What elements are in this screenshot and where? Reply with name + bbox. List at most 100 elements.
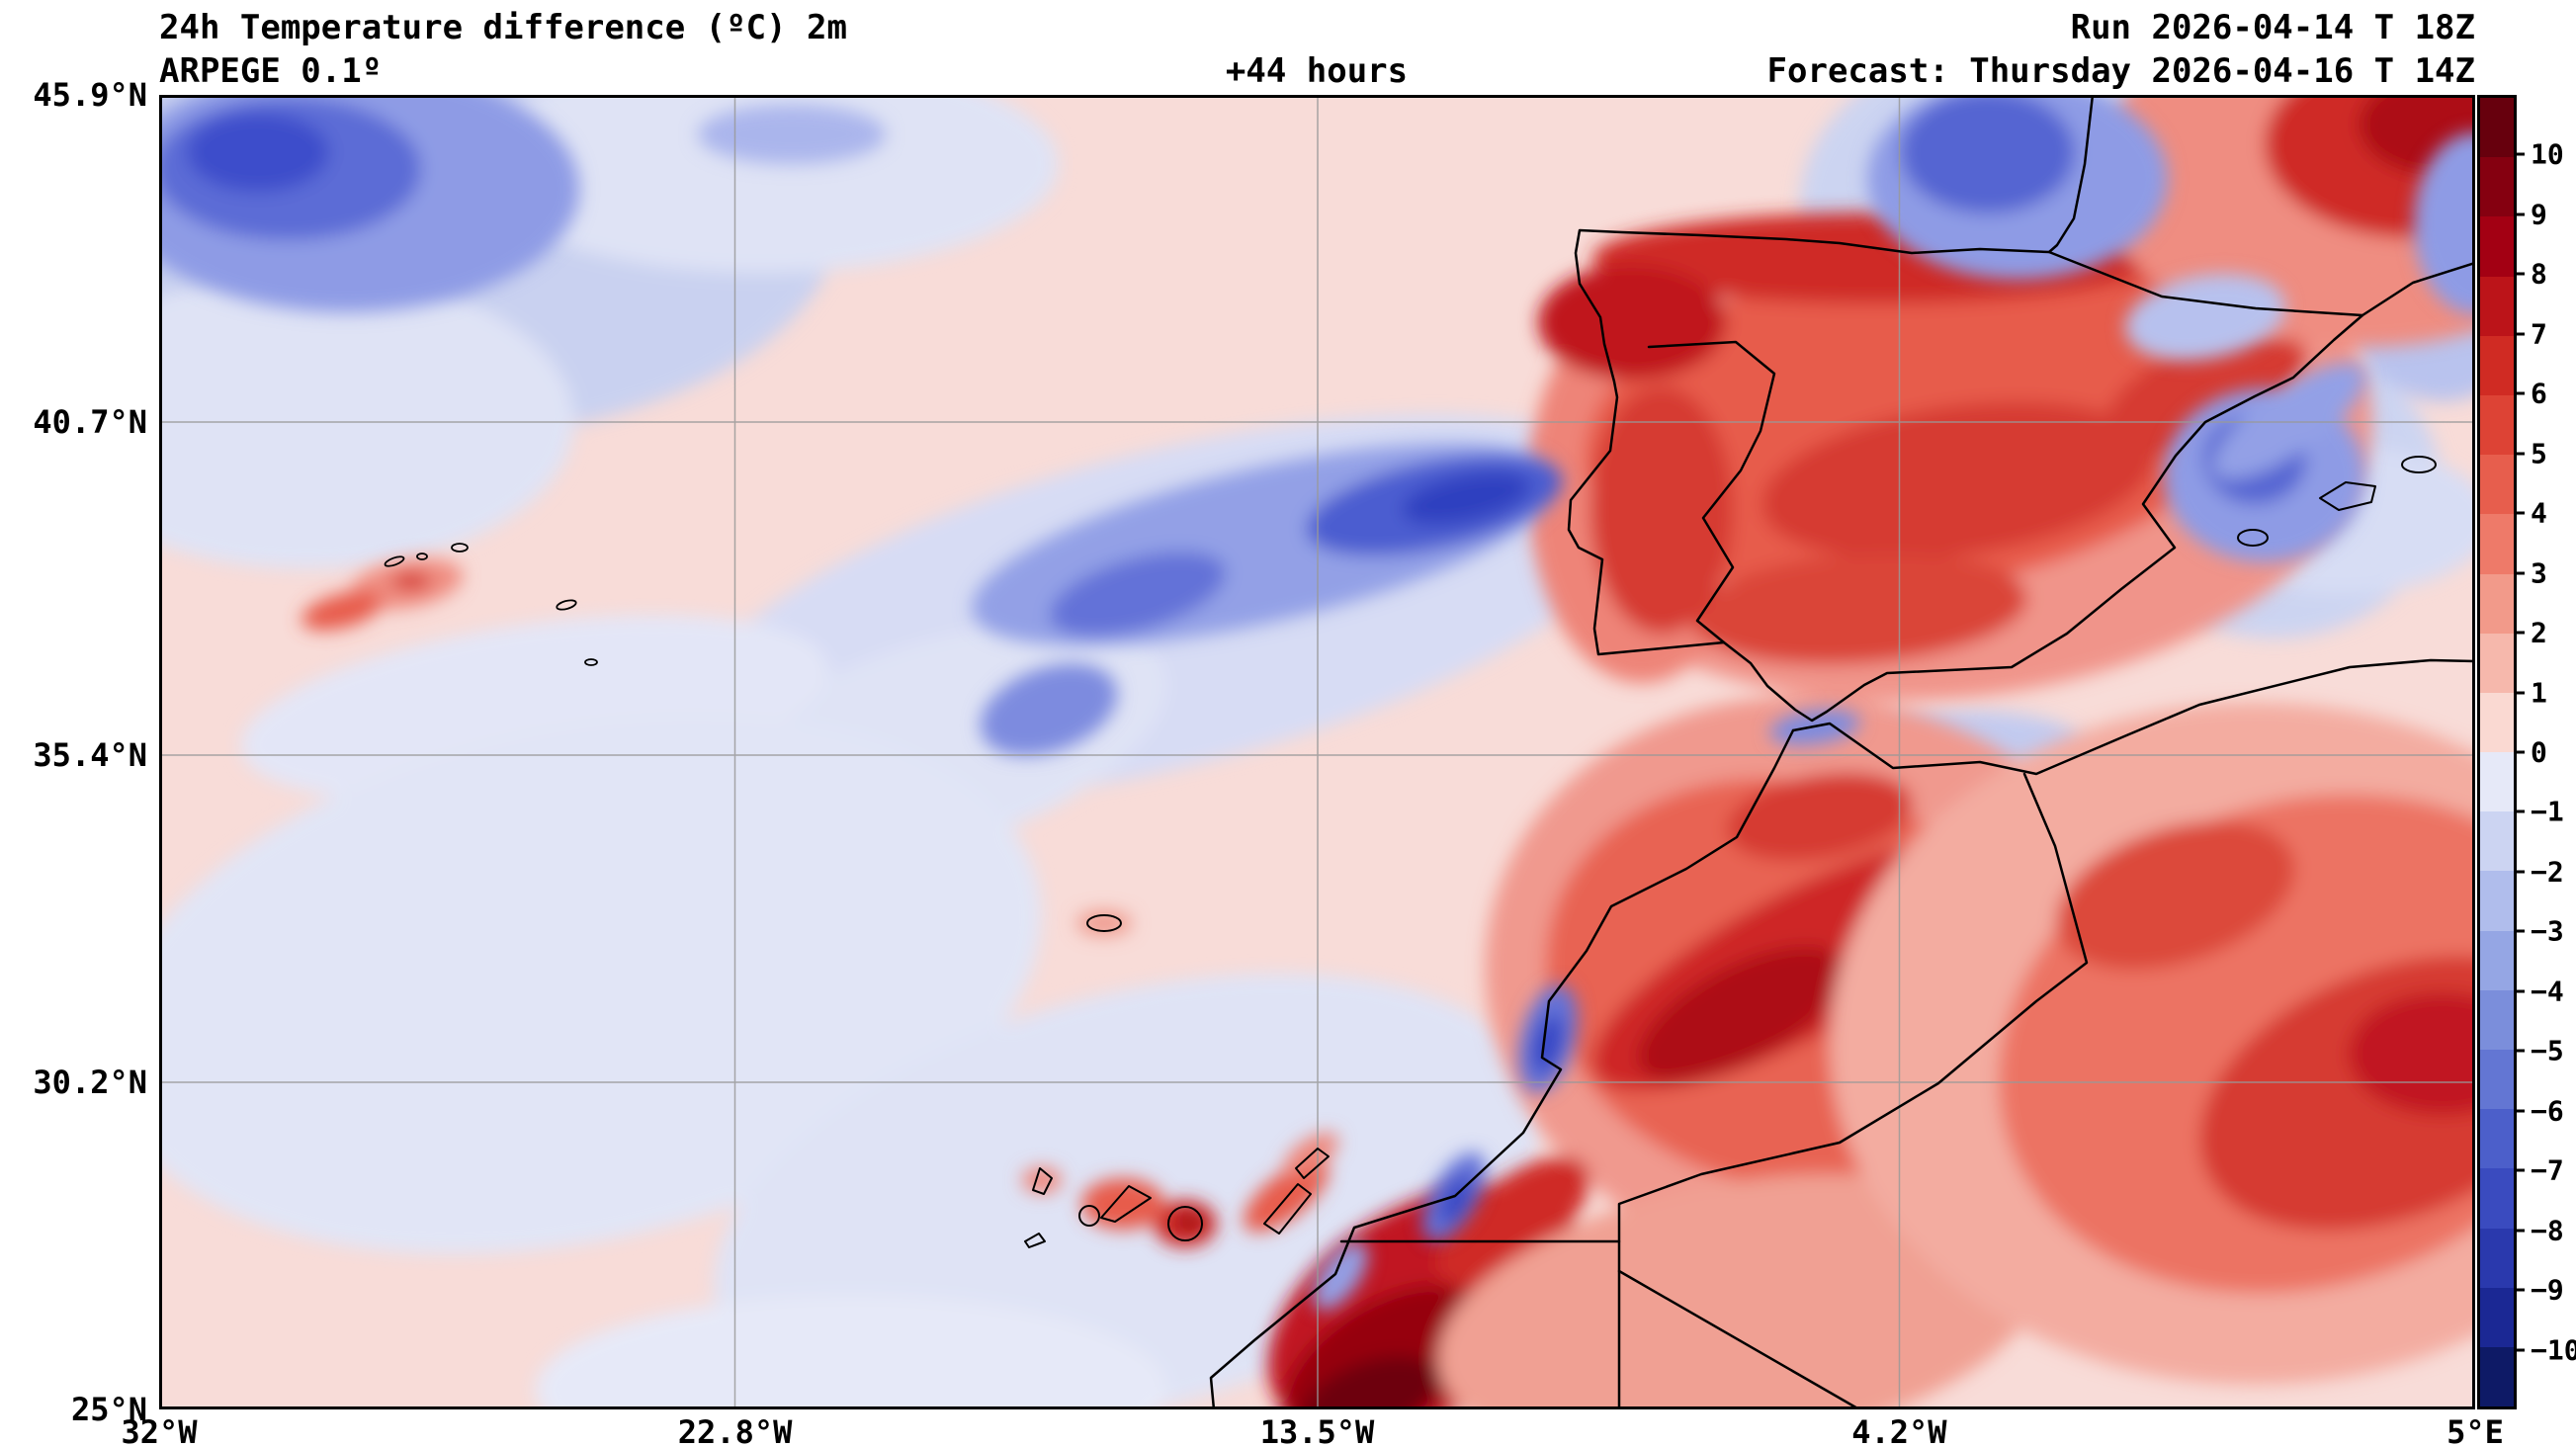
colorbar-tick-label: −2 — [2531, 855, 2564, 889]
colorbar-segment — [2480, 216, 2514, 277]
lat-tick-label: 40.7°N — [33, 402, 147, 441]
island-outlines — [384, 456, 2437, 1248]
colorbar-tick — [2517, 929, 2525, 933]
colorbar-tick — [2517, 213, 2525, 216]
colorbar-segment — [2480, 394, 2514, 456]
colorbar-segment — [2480, 1109, 2514, 1169]
lon-axis: 32°W 22.8°W 13.5°W 4.2°W 5°E — [121, 1413, 2503, 1448]
colorbar-labels: 10 9 8 7 6 5 4 3 2 1 0 −1 −2 −3 −4 −5 −6 −7 −8 −9 −10 — [2517, 95, 2576, 1409]
lon-tick-label: 32°W — [121, 1413, 198, 1448]
colorbar-segment — [2480, 633, 2514, 693]
island-la-palma — [1032, 1167, 1053, 1195]
island-mallorca — [2319, 481, 2376, 511]
colorbar-tick — [2517, 989, 2525, 993]
colorbar-tick-label: 8 — [2531, 257, 2547, 291]
colorbar-tick — [2517, 750, 2525, 754]
colorbar-segment — [2480, 871, 2514, 931]
island-madeira — [1086, 914, 1122, 932]
colorbar-segment — [2480, 514, 2514, 574]
coast-africa-atlantic — [1209, 728, 1795, 1409]
colorbar-tick-label: 7 — [2531, 317, 2547, 351]
colorbar-tick-label: −7 — [2531, 1153, 2564, 1187]
lon-tick-label: 22.8°W — [677, 1413, 793, 1448]
colorbar-segment — [2480, 455, 2514, 515]
gridlines — [159, 95, 2475, 1409]
colorbar-tick-label: −8 — [2531, 1214, 2564, 1247]
colorbar-tick — [2517, 691, 2525, 695]
colorbar-segment — [2480, 692, 2514, 753]
colorbar-segment — [2480, 98, 2514, 158]
temperature-field-warm — [301, 95, 2475, 1409]
colorbar-segment — [2480, 1228, 2514, 1288]
border-spain-france — [2047, 250, 2364, 317]
colorbar-segment — [2480, 930, 2514, 990]
colorbar — [2477, 95, 2517, 1409]
colorbar-tick-label: 10 — [2531, 137, 2564, 171]
colorbar-tick — [2517, 1288, 2525, 1292]
figure-title: 24h Temperature difference (ºC) 2m — [159, 8, 847, 47]
run-label: Run 2026-04-14 T 18Z — [2070, 8, 2475, 47]
coast-europe — [1567, 95, 2475, 723]
colorbar-tick-label: 2 — [2531, 616, 2547, 649]
colorbar-tick-label: −10 — [2531, 1333, 2576, 1367]
islands-azores — [384, 543, 598, 666]
colorbar-tick — [2517, 1109, 2525, 1113]
colorbar-tick-label: 4 — [2531, 496, 2547, 530]
lat-tick-label: 30.2°N — [33, 1064, 147, 1102]
lon-tick-label: 4.2°W — [1851, 1413, 1947, 1448]
island-el-hierro — [1024, 1233, 1046, 1248]
colorbar-segment — [2480, 1346, 2514, 1407]
colorbar-tick-label: −1 — [2531, 795, 2564, 828]
colorbar-tick — [2517, 1168, 2525, 1172]
border-western-sahara — [1339, 1239, 1621, 1409]
colorbar-tick — [2517, 1229, 2525, 1233]
colorbar-tick-label: 3 — [2531, 556, 2547, 590]
colorbar-tick — [2517, 631, 2525, 635]
lon-tick-label: 5°E — [2447, 1413, 2504, 1448]
lead-time-label: +44 hours — [1225, 51, 1409, 91]
island-ibiza — [2237, 529, 2269, 547]
forecast-label: Forecast: Thursday 2026-04-16 T 14Z — [1766, 51, 2475, 91]
colorbar-segment — [2480, 1050, 2514, 1110]
island-lanzarote — [1295, 1148, 1330, 1179]
model-label: ARPEGE 0.1º — [159, 51, 383, 91]
island-tenerife — [1100, 1185, 1152, 1223]
colorbar-tick-label: 6 — [2531, 377, 2547, 410]
colorbar-tick-label: 5 — [2531, 437, 2547, 470]
colorbar-segment — [2480, 276, 2514, 336]
border-morocco-algeria — [1617, 772, 2089, 1243]
colorbar-tick-label: −3 — [2531, 914, 2564, 948]
colorbar-segment — [2480, 573, 2514, 634]
island-menorca — [2401, 456, 2437, 473]
colorbar-segment — [2480, 157, 2514, 217]
map-plot-area — [159, 95, 2475, 1409]
colorbar-tick-label: 0 — [2531, 735, 2547, 769]
colorbar-tick — [2517, 870, 2525, 874]
colorbar-tick-label: 9 — [2531, 198, 2547, 231]
coast-africa-mediterranean — [1791, 658, 2475, 776]
colorbar-tick-label: −6 — [2531, 1094, 2564, 1128]
lat-axis: 45.9°N 40.7°N 35.4°N 30.2°N 25°N — [0, 76, 153, 1428]
colorbar-tick-label: −9 — [2531, 1273, 2564, 1307]
coastlines — [1209, 95, 2475, 1409]
colorbar-tick — [2517, 511, 2525, 515]
colorbar-tick-label: 1 — [2531, 676, 2547, 710]
island-gran-canaria — [1167, 1206, 1203, 1241]
lon-tick-label: 13.5°W — [1259, 1413, 1375, 1448]
lat-tick-label: 35.4°N — [33, 736, 147, 775]
colorbar-tick — [2517, 272, 2525, 276]
lat-tick-label: 45.9°N — [33, 76, 147, 114]
island-la-gomera — [1078, 1205, 1100, 1227]
colorbar-tick-label: −5 — [2531, 1034, 2564, 1067]
colorbar-segment — [2480, 335, 2514, 395]
colorbar-segment — [2480, 811, 2514, 872]
colorbar-tick — [2517, 332, 2525, 336]
colorbar-tick — [2517, 1348, 2525, 1352]
colorbar-segment — [2480, 1168, 2514, 1229]
border-algeria-mauritania — [1617, 1269, 1861, 1409]
colorbar-tick — [2517, 1049, 2525, 1053]
island-fuerteventura — [1263, 1183, 1312, 1235]
temperature-field-cool-strong — [159, 95, 2475, 1311]
colorbar-segment — [2480, 752, 2514, 812]
